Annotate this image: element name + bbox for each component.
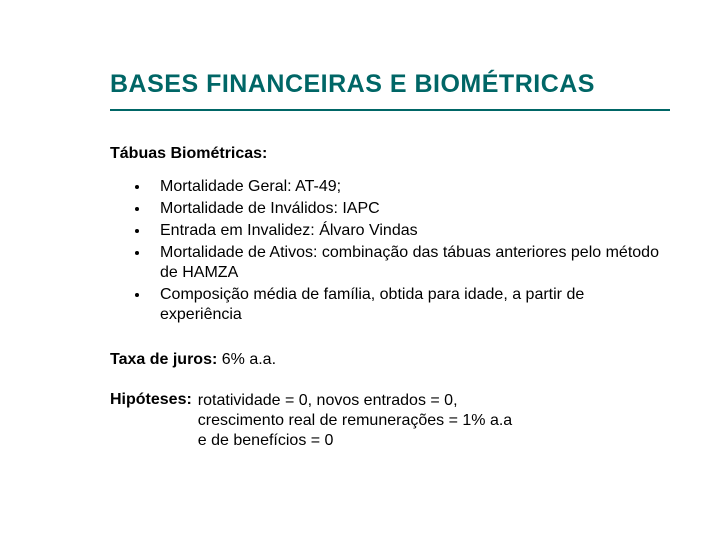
title-underline: [110, 109, 670, 111]
bullet-list: Mortalidade Geral: AT-49; Mortalidade de…: [110, 177, 670, 325]
bullet-item: Composição média de família, obtida para…: [150, 285, 670, 325]
hypotheses-line: crescimento real de remunerações = 1% a.…: [198, 411, 512, 431]
hypotheses-label: Hipóteses:: [110, 391, 192, 409]
hypotheses-line: e de benefícios = 0: [198, 431, 512, 451]
rate-value: 6% a.a.: [222, 351, 276, 368]
hypotheses-line: rotatividade = 0, novos entrados = 0,: [198, 391, 512, 411]
interest-rate-line: Taxa de juros: 6% a.a.: [110, 351, 670, 369]
bullet-item: Mortalidade Geral: AT-49;: [150, 177, 670, 197]
rate-label: Taxa de juros:: [110, 351, 217, 368]
slide-title: BASES FINANCEIRAS E BIOMÉTRICAS: [110, 70, 670, 99]
bullet-item: Entrada em Invalidez: Álvaro Vindas: [150, 221, 670, 241]
slide: BASES FINANCEIRAS E BIOMÉTRICAS Tábuas B…: [0, 0, 720, 540]
bullet-item: Mortalidade de Ativos: combinação das tá…: [150, 243, 670, 283]
bullet-item: Mortalidade de Inválidos: IAPC: [150, 199, 670, 219]
section-heading: Tábuas Biométricas:: [110, 145, 670, 163]
hypotheses-block: Hipóteses: rotatividade = 0, novos entra…: [110, 391, 670, 451]
hypotheses-body: rotatividade = 0, novos entrados = 0, cr…: [192, 391, 512, 451]
